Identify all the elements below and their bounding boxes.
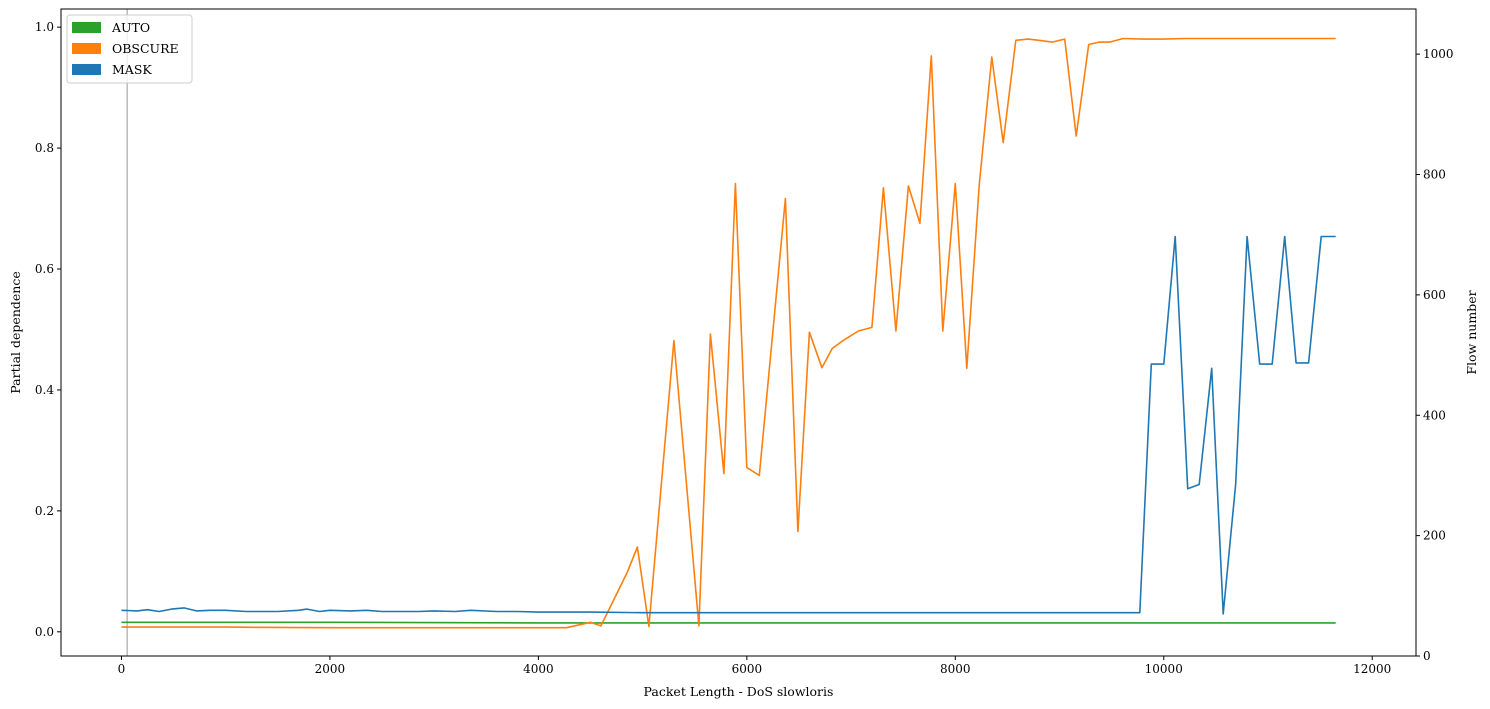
legend-label-mask: MASK <box>112 62 152 77</box>
y2-tick-label: 1000 <box>1423 47 1454 61</box>
y-tick-label: 0.8 <box>35 141 54 155</box>
y-tick-label: 0.4 <box>35 383 54 397</box>
y2-tick-label: 400 <box>1423 408 1446 422</box>
y2-tick-label: 0 <box>1423 649 1431 663</box>
y-axis-left: 0.0 0.2 0.4 0.6 0.8 1.0 <box>35 20 61 639</box>
y-axis-right: 0 200 400 600 800 1000 <box>1416 47 1454 663</box>
y-tick-label: 0.2 <box>35 504 54 518</box>
plot-area-frame <box>60 8 1417 657</box>
x-tick-label: 8000 <box>940 662 971 676</box>
series-line-mask <box>121 235 1336 615</box>
y-axis-label: Partial dependence <box>8 271 23 393</box>
y-tick-label: 0.0 <box>35 625 54 639</box>
legend-swatch-obscure <box>72 43 101 54</box>
y-tick-label: 1.0 <box>35 20 54 34</box>
x-tick-label: 6000 <box>732 662 763 676</box>
x-tick-label: 12000 <box>1353 662 1391 676</box>
x-tick-label: 2000 <box>315 662 346 676</box>
y2-tick-label: 200 <box>1423 529 1446 543</box>
series-layer <box>121 37 1336 629</box>
legend-swatch-auto <box>72 22 101 33</box>
y2-tick-label: 600 <box>1423 288 1446 302</box>
x-axis-label: Packet Length - DoS slowloris <box>644 684 834 699</box>
y-tick-label: 0.6 <box>35 262 54 276</box>
legend-swatch-mask <box>72 64 101 75</box>
x-tick-label: 0 <box>118 662 126 676</box>
series-line-auto <box>121 621 1336 624</box>
y2-axis-label: Flow number <box>1464 290 1479 374</box>
x-axis: 0 2000 4000 6000 8000 10000 12000 <box>118 656 1391 676</box>
legend: AUTO OBSCURE MASK <box>66 14 193 84</box>
legend-label-auto: AUTO <box>111 20 150 35</box>
x-tick-label: 4000 <box>523 662 554 676</box>
y2-tick-label: 800 <box>1423 168 1446 182</box>
x-tick-label: 10000 <box>1145 662 1183 676</box>
series-line-obscure <box>121 37 1336 629</box>
legend-label-obscure: OBSCURE <box>112 41 179 56</box>
